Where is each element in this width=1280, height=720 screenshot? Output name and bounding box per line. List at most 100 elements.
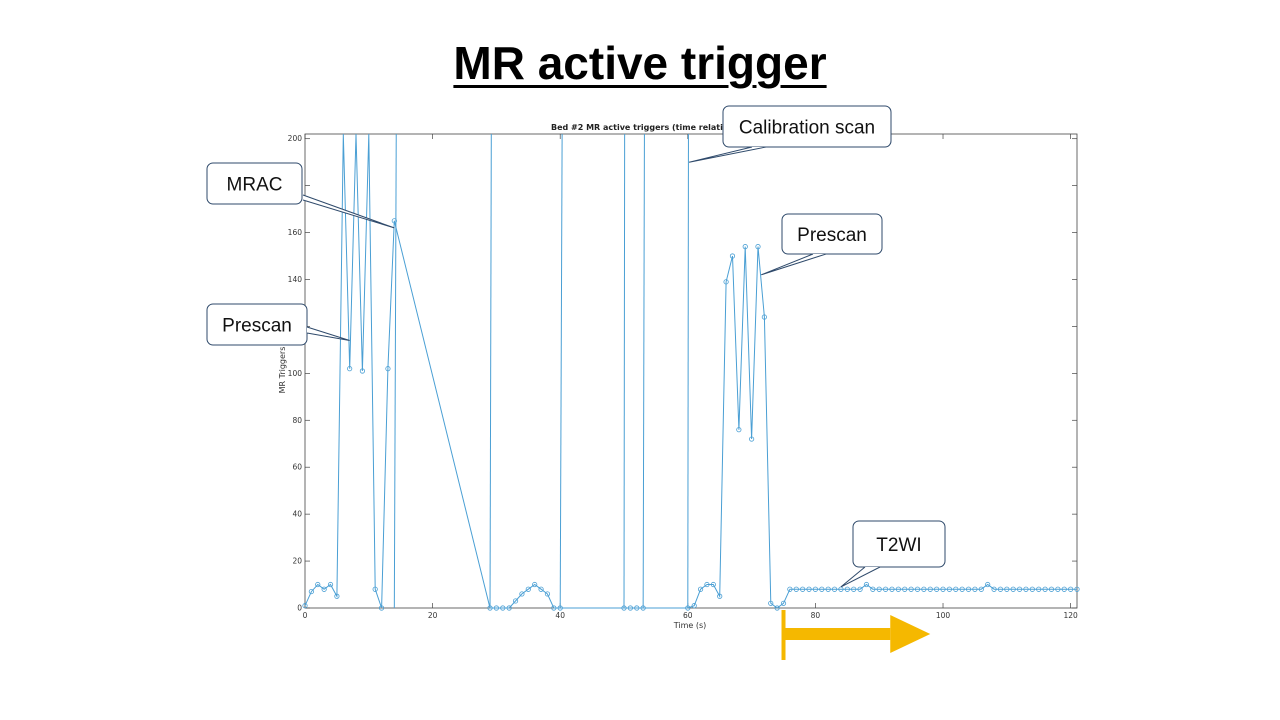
data-point bbox=[800, 586, 806, 592]
data-point bbox=[749, 436, 755, 442]
callout-box bbox=[722, 105, 892, 148]
series-spike bbox=[642, 133, 645, 609]
data-point bbox=[736, 427, 742, 433]
y-tick-label: 80 bbox=[292, 416, 302, 425]
data-point bbox=[1048, 586, 1055, 592]
data-point bbox=[908, 586, 914, 592]
data-point bbox=[519, 591, 525, 597]
x-tick-label: 60 bbox=[683, 611, 693, 620]
y-tick-label: 100 bbox=[288, 369, 303, 378]
data-point bbox=[334, 593, 340, 599]
data-point bbox=[959, 586, 965, 592]
slide-title: MR active trigger bbox=[453, 37, 827, 89]
data-point bbox=[538, 586, 544, 592]
data-point bbox=[685, 605, 691, 611]
data-point bbox=[551, 605, 557, 611]
data-point bbox=[851, 586, 857, 592]
series-spike bbox=[489, 133, 492, 609]
callout-label: T2WI bbox=[876, 535, 921, 556]
data-point bbox=[780, 600, 787, 606]
data-point bbox=[525, 586, 531, 592]
callout-calibration-scan: Calibration scan bbox=[688, 105, 892, 163]
data-point bbox=[487, 605, 493, 611]
x-tick-label: 80 bbox=[811, 611, 821, 620]
y-axis-label: MR Triggers bbox=[278, 347, 287, 394]
data-point bbox=[946, 586, 952, 592]
data-point bbox=[940, 586, 946, 592]
data-point bbox=[302, 603, 308, 609]
data-point bbox=[1016, 586, 1023, 592]
data-point bbox=[1029, 586, 1035, 592]
data-point bbox=[997, 586, 1004, 592]
data-point bbox=[1036, 586, 1042, 592]
data-point bbox=[1055, 586, 1061, 592]
data-point bbox=[991, 586, 997, 592]
data-point bbox=[806, 586, 812, 592]
callout-pointer bbox=[688, 146, 767, 163]
data-point bbox=[544, 591, 551, 597]
y-tick-label: 20 bbox=[292, 557, 302, 566]
data-point bbox=[793, 586, 799, 592]
data-point bbox=[378, 605, 385, 611]
callout-label: Prescan bbox=[797, 225, 867, 246]
data-point bbox=[723, 279, 729, 285]
x-tick-label: 20 bbox=[428, 611, 438, 620]
callout-pointer bbox=[302, 194, 395, 229]
data-point bbox=[978, 586, 984, 592]
callout-label: Calibration scan bbox=[739, 118, 875, 139]
y-tick-label: 0 bbox=[297, 604, 302, 613]
data-point bbox=[882, 586, 889, 592]
callout-prescan: Prescan bbox=[206, 303, 350, 346]
data-point bbox=[621, 605, 627, 611]
data-point bbox=[927, 586, 933, 592]
data-point bbox=[755, 244, 761, 250]
callout-label: Prescan bbox=[222, 316, 292, 337]
y-tick-label: 140 bbox=[288, 275, 303, 284]
data-point bbox=[863, 581, 870, 588]
data-point bbox=[857, 586, 863, 592]
plot-frame bbox=[304, 133, 1078, 609]
callout-box bbox=[206, 162, 303, 205]
data-point bbox=[704, 581, 710, 588]
data-point bbox=[321, 586, 327, 592]
data-point bbox=[500, 605, 506, 611]
data-point bbox=[812, 586, 819, 592]
data-point bbox=[691, 603, 697, 609]
x-axis-label: Time (s) bbox=[673, 621, 707, 630]
x-tick-label: 40 bbox=[555, 611, 565, 620]
callout-box bbox=[206, 303, 308, 346]
data-point bbox=[825, 586, 831, 592]
data-point bbox=[512, 598, 519, 604]
x-tick-label: 0 bbox=[303, 611, 308, 620]
data-point bbox=[742, 244, 748, 250]
data-point bbox=[697, 586, 704, 592]
data-point bbox=[557, 605, 563, 611]
data-point bbox=[895, 586, 901, 592]
callout-prescan: Prescan bbox=[761, 213, 883, 276]
data-point bbox=[391, 218, 397, 224]
data-point bbox=[717, 593, 723, 599]
data-point bbox=[965, 586, 972, 592]
data-point bbox=[1061, 586, 1067, 592]
data-point bbox=[315, 581, 321, 588]
data-point bbox=[506, 605, 512, 611]
y-tick-label: 60 bbox=[292, 463, 302, 472]
data-point bbox=[761, 314, 767, 320]
data-point bbox=[347, 366, 353, 372]
data-point bbox=[710, 581, 716, 588]
series-spike bbox=[687, 133, 689, 609]
series-spike bbox=[559, 133, 563, 609]
data-point bbox=[327, 581, 334, 588]
data-point bbox=[1068, 586, 1074, 592]
chart-title: Bed #2 MR active triggers (time relative bbox=[551, 123, 734, 132]
data-point bbox=[774, 605, 780, 611]
callout-pointer bbox=[306, 326, 350, 341]
x-tick-label: 100 bbox=[936, 611, 951, 620]
data-point bbox=[972, 586, 978, 592]
data-point bbox=[532, 581, 538, 588]
data-point bbox=[876, 586, 882, 592]
series-spike bbox=[623, 133, 626, 609]
data-point bbox=[308, 588, 314, 595]
callout-pointer bbox=[761, 253, 827, 276]
